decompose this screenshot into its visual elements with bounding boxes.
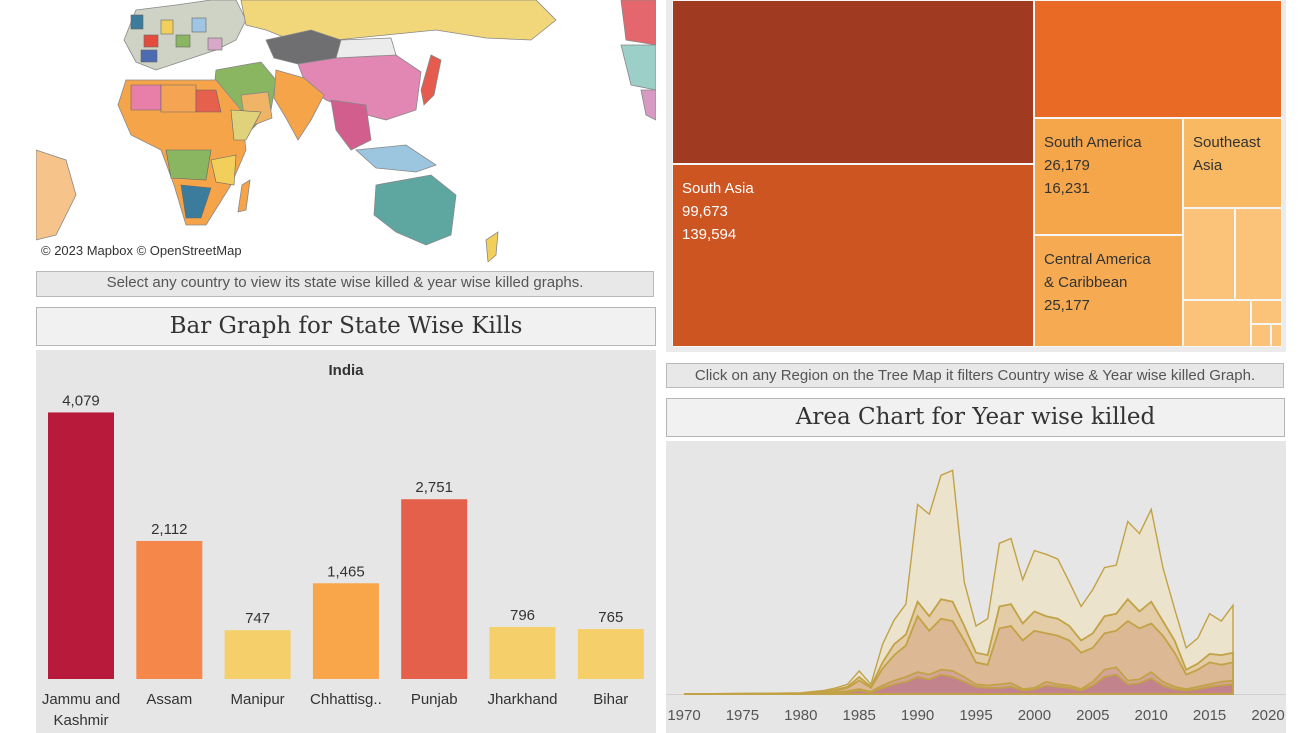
bar-4[interactable]: [401, 499, 468, 679]
area-chart[interactable]: 1970 1975 1980 1985 1990 1995 2000 2005 2010 2015…: [666, 441, 1286, 733]
treemap-cell-label: & Caribbean: [1044, 274, 1128, 291]
x-tick-label: 2010: [1135, 707, 1168, 724]
treemap-cell-label: 139,594: [682, 226, 737, 243]
bar-0[interactable]: [48, 412, 114, 679]
bar-chart-panel[interactable]: India 4,079 Jammu and Kashmir 2,112 Assam 747…: [36, 350, 656, 733]
world-map-image[interactable]: [36, 0, 656, 262]
region-treemap[interactable]: South Asia 99,673 139,594 South America 26,1…: [666, 0, 1286, 352]
treemap-cell-southeast-asia[interactable]: Southeast Asia: [1183, 118, 1282, 208]
x-tick-label: 2000: [1018, 707, 1051, 724]
bar-2[interactable]: [224, 630, 291, 679]
treemap-cell-small-3[interactable]: [1183, 300, 1251, 347]
area-chart-title: Area Chart for Year wise killed: [666, 398, 1285, 437]
bar-3[interactable]: [312, 583, 379, 679]
bar-chart-title: India: [328, 362, 364, 379]
treemap-cell-label: 16,231: [1044, 180, 1090, 197]
bar-category-label: Punjab: [411, 691, 458, 708]
treemap-cell-small-4[interactable]: [1251, 300, 1282, 324]
treemap-cell-label: Central America: [1044, 251, 1151, 268]
bar-value-label: 747: [245, 610, 270, 627]
x-tick-label: 2015: [1193, 707, 1226, 724]
area-series-2[interactable]: [683, 614, 1234, 695]
bar-category-label: Chhattisg..: [310, 691, 382, 708]
x-tick-label: 1985: [843, 707, 876, 724]
x-tick-label: 1975: [726, 707, 759, 724]
treemap-cell-label: South Asia: [682, 180, 754, 197]
bar-value-label: 2,751: [415, 479, 453, 496]
treemap-cell-small-6[interactable]: [1271, 324, 1282, 347]
treemap-cell-small-1[interactable]: [1183, 208, 1235, 300]
treemap-cell-label: 25,177: [1044, 297, 1090, 314]
x-tick-label: 2005: [1076, 707, 1109, 724]
bar-1[interactable]: [136, 540, 203, 679]
bar-graph-title: Bar Graph for State Wise Kills: [36, 307, 656, 346]
bar-5[interactable]: [489, 626, 556, 679]
bar-value-label: 4,079: [62, 392, 100, 409]
x-tick-label: 1980: [784, 707, 817, 724]
treemap-cell-label: Southeast: [1193, 134, 1261, 151]
bar-value-label: 1,465: [327, 563, 365, 580]
bar-graph-instruction-note: Select any country to view its state wis…: [36, 271, 654, 297]
bar-value-label: 765: [598, 609, 623, 626]
treemap-cell-south-asia[interactable]: South Asia 99,673 139,594: [672, 164, 1034, 347]
bar-category-label: Bihar: [593, 691, 628, 708]
x-tick-label: 1995: [959, 707, 992, 724]
bar-value-label: 2,112: [151, 521, 187, 538]
bar-category-label: Jharkhand: [487, 691, 557, 708]
bar-category-label: Manipur: [230, 691, 284, 708]
treemap-cell-label: 99,673: [682, 203, 728, 220]
treemap-cell-south-america[interactable]: South America 26,179 16,231: [1034, 118, 1183, 235]
bar-6[interactable]: [577, 629, 644, 679]
treemap-cell-top-left[interactable]: [672, 0, 1034, 164]
bar-category-label: Jammu and Kashmir: [42, 691, 120, 729]
map-attribution: © 2023 Mapbox © OpenStreetMap: [41, 243, 242, 258]
treemap-cell-small-2[interactable]: [1235, 208, 1282, 300]
world-map[interactable]: © 2023 Mapbox © OpenStreetMap: [36, 0, 656, 262]
treemap-cell-top-right[interactable]: [1034, 0, 1282, 118]
bar-category-label: Assam: [146, 691, 192, 708]
x-tick-label: 2020: [1251, 707, 1284, 724]
area-series-4[interactable]: [684, 673, 1234, 695]
treemap-cell-label: 26,179: [1044, 157, 1090, 174]
x-tick-label: 1970: [667, 707, 700, 724]
x-tick-label: 1990: [901, 707, 934, 724]
treemap-cell-label: South America: [1044, 134, 1142, 151]
treemap-cell-central-america[interactable]: Central America & Caribbean 25,177: [1034, 235, 1183, 347]
bar-value-label: 796: [510, 607, 535, 624]
area-chart-panel[interactable]: 1970 1975 1980 1985 1990 1995 2000 2005 2010 2015…: [666, 441, 1286, 733]
treemap-instruction-note: Click on any Region on the Tree Map it f…: [666, 363, 1284, 388]
treemap-cell-label: Asia: [1193, 157, 1223, 174]
bar-chart[interactable]: India 4,079 Jammu and Kashmir 2,112 Assam 747…: [36, 350, 656, 733]
treemap-cell-small-5[interactable]: [1251, 324, 1271, 347]
